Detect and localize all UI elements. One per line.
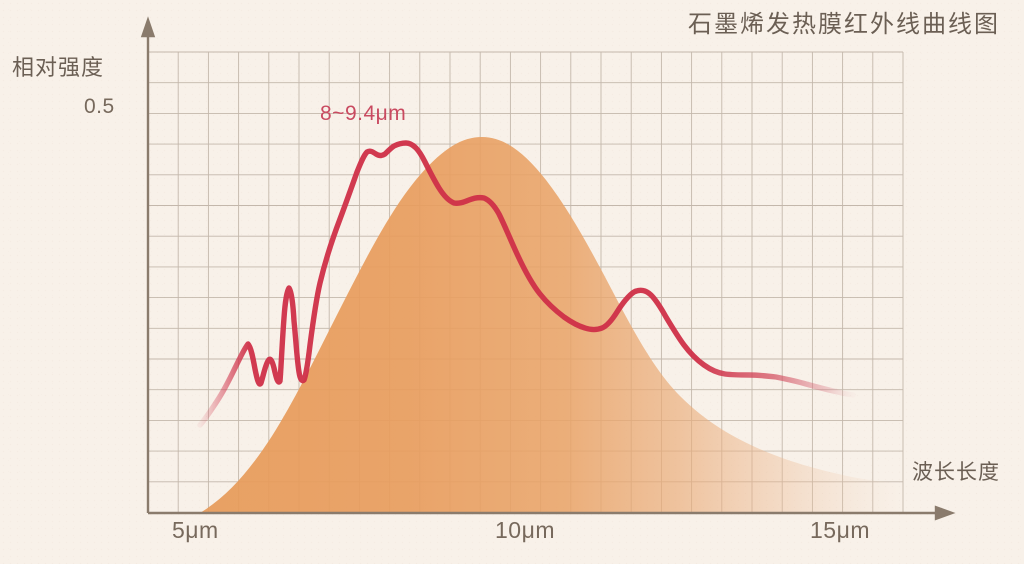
x-axis-tick-label-5um: 5μm (172, 517, 219, 543)
peak-band-annotation: 8~9.4μm (320, 102, 407, 125)
blackbody-reference-area (200, 137, 903, 513)
y-axis-title: 相对强度 (12, 55, 105, 80)
chart-title: 石墨烯发热膜红外线曲线图 (688, 11, 1000, 38)
axis-lines (140, 16, 956, 521)
x-axis-title: 波长长度 (912, 461, 1000, 484)
x-axis-tick-label-10um: 10μm (495, 517, 555, 543)
y-axis-tick-label: 0.5 (84, 95, 115, 118)
measured-infrared-curve (197, 140, 856, 428)
x-axis-tick-label-15um: 15μm (810, 517, 870, 543)
